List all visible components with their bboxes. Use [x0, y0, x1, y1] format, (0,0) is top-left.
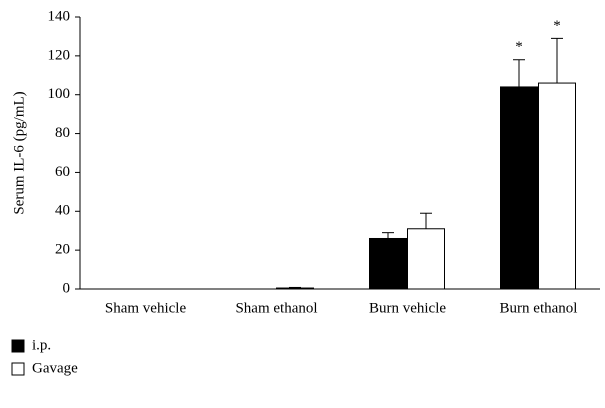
significance-marker: * — [515, 39, 523, 55]
significance-marker: * — [553, 18, 561, 34]
y-tick-label: 40 — [55, 203, 70, 219]
y-tick-label: 60 — [55, 164, 70, 180]
legend-label: Gavage — [32, 360, 78, 376]
y-tick-label: 140 — [48, 8, 71, 24]
legend-swatch — [11, 362, 25, 376]
bar — [407, 228, 445, 290]
bar — [500, 86, 538, 290]
x-tick-label: Sham ethanol — [235, 300, 317, 316]
y-tick-label: 0 — [63, 280, 71, 296]
legend-swatch — [11, 339, 25, 353]
y-axis-label: Serum IL-6 (pg/mL) — [11, 91, 27, 214]
y-tick-label: 80 — [55, 125, 70, 141]
y-tick-label: 100 — [48, 86, 71, 102]
bar — [369, 237, 407, 290]
bar — [276, 287, 314, 290]
y-tick-label: 120 — [48, 47, 71, 63]
x-tick-label: Burn vehicle — [369, 300, 446, 316]
x-tick-label: Sham vehicle — [105, 300, 187, 316]
bar — [538, 82, 576, 290]
legend-label: i.p. — [32, 337, 51, 353]
y-tick-label: 20 — [55, 242, 70, 258]
x-tick-label: Burn ethanol — [500, 300, 578, 316]
